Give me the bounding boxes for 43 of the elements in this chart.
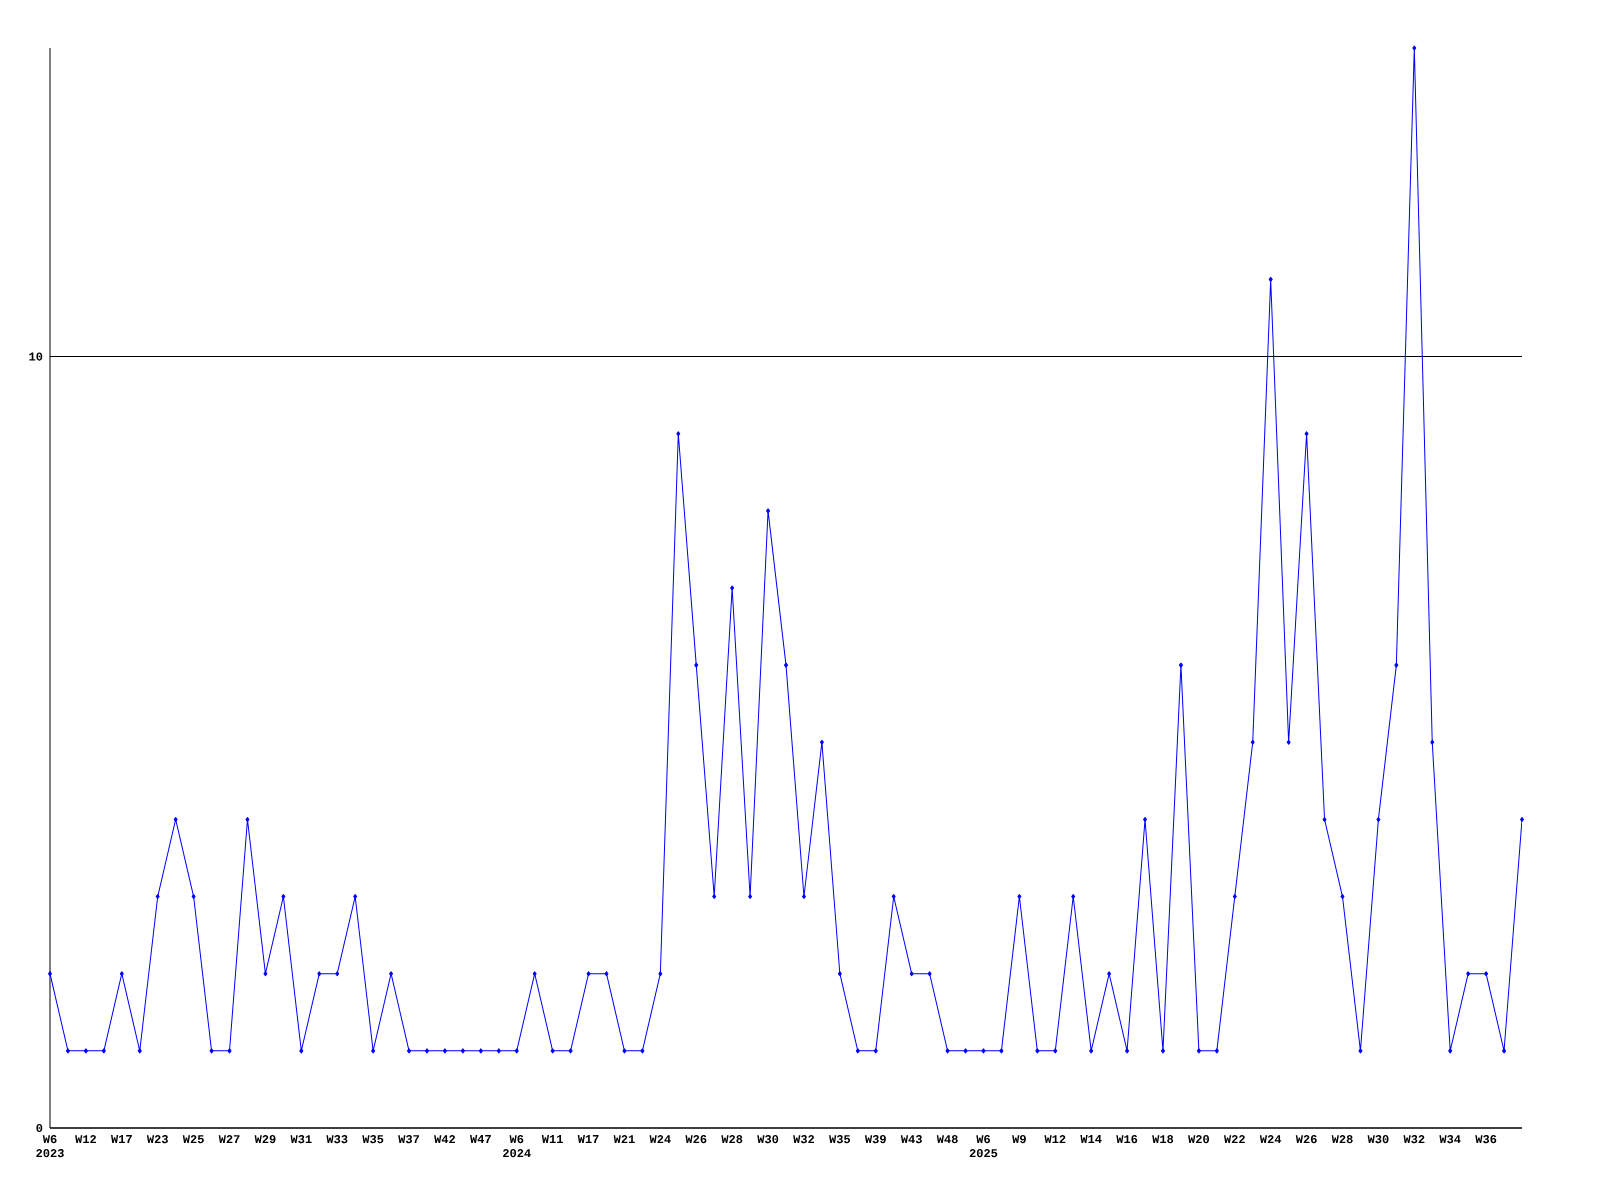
x-tick-label: W26 [1295, 1135, 1317, 1144]
x-tick-label: W26 [685, 1135, 707, 1144]
x-tick-label: W36 [1475, 1135, 1497, 1144]
x-tick-label: W35 [362, 1135, 384, 1144]
x-tick-label: W33 [326, 1135, 348, 1144]
x-tick-label: W21 [613, 1135, 635, 1144]
x-tick-label: W16 [1116, 1135, 1138, 1144]
x-tick-label: W31 [290, 1135, 312, 1144]
x-tick-label: W17 [577, 1135, 599, 1143]
x-tick-label: W25 [182, 1135, 204, 1144]
x-tick-label: W27 [218, 1135, 240, 1144]
x-tick-label: W43 [900, 1135, 922, 1144]
x-tick-label: W17 [111, 1135, 132, 1143]
x-tick-label: W9 [1012, 1135, 1026, 1144]
x-tick-label: W14 [1080, 1135, 1102, 1143]
x-tick-label: W35 [829, 1135, 851, 1144]
x-tick-label: W39 [864, 1135, 886, 1144]
x-tick-label: W48 [936, 1135, 958, 1144]
y-tick-label: 0 [36, 1123, 43, 1133]
x-tick-label: W22 [1223, 1135, 1245, 1144]
x-tick-label: W32 [793, 1135, 815, 1144]
x-tick-label: W6 2023 [36, 1135, 64, 1158]
x-tick-label: W23 [146, 1135, 168, 1144]
x-tick-label: W24 [1259, 1135, 1282, 1144]
x-tick-label: W32 [1403, 1135, 1425, 1144]
x-tick-label: W34 [1439, 1135, 1461, 1144]
x-tick-label: W37 [398, 1135, 420, 1144]
x-tick-label: W12 [1044, 1135, 1066, 1144]
y-tick-label: 10 [29, 352, 43, 361]
x-tick-label: W30 [757, 1135, 779, 1144]
x-tick-label: W11 [541, 1135, 563, 1143]
x-tick-label: W28 [1331, 1135, 1353, 1144]
x-tick-label: W42 [434, 1135, 456, 1144]
x-tick-label: W6 2025 [969, 1135, 998, 1158]
x-tick-label: W24 [649, 1135, 671, 1144]
x-tick-label: W12 [75, 1135, 96, 1144]
x-tick-label: W18 [1152, 1135, 1174, 1144]
x-tick-label: W20 [1188, 1135, 1210, 1144]
x-tick-label: W6 2024 [503, 1135, 531, 1158]
x-tick-label: W29 [254, 1135, 276, 1144]
x-tick-label: W28 [721, 1135, 743, 1144]
x-tick-label: W30 [1367, 1135, 1389, 1144]
x-tick-label: W47 [470, 1135, 491, 1143]
